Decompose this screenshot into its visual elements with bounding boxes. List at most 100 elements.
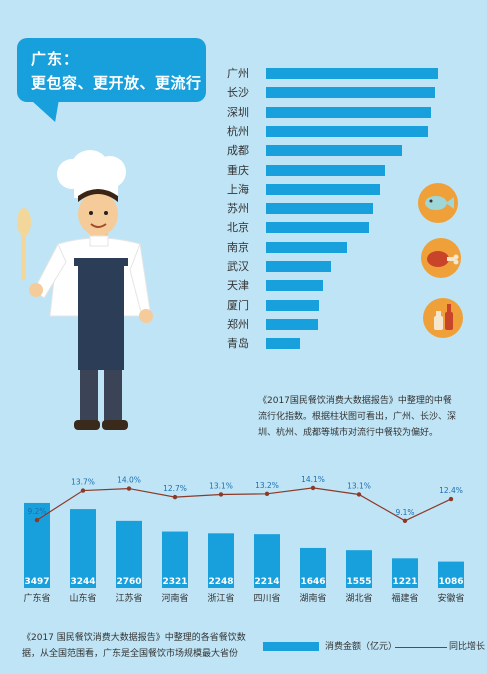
growth-point bbox=[80, 488, 86, 493]
city-label: 长沙 bbox=[227, 86, 249, 100]
fish-icon bbox=[418, 183, 458, 223]
category-label: 湖北省 bbox=[345, 592, 372, 604]
city-label: 苏州 bbox=[227, 202, 249, 216]
city-bar bbox=[266, 164, 385, 176]
bar-value-label: 3497 bbox=[24, 577, 49, 587]
city-bar bbox=[266, 299, 320, 311]
bar-value-label: 1555 bbox=[346, 577, 371, 587]
growth-line bbox=[36, 487, 452, 522]
city-bar bbox=[266, 87, 435, 99]
city-row: 厦门 bbox=[0, 296, 487, 315]
bar-value-label: 3244 bbox=[70, 577, 95, 587]
province-bar bbox=[300, 547, 326, 588]
growth-label: 13.1% bbox=[347, 481, 371, 490]
city-label: 厦门 bbox=[227, 298, 249, 312]
province-chart-note: 《2017 国民餐饮消费大数据报告》中整理的各省餐饮数据，从全国范围看，广东是全… bbox=[22, 633, 246, 659]
growth-point bbox=[126, 486, 132, 491]
drumstick-icon bbox=[421, 238, 461, 278]
city-row: 长沙 bbox=[0, 83, 487, 102]
growth-label: 9.1% bbox=[395, 508, 414, 517]
category-label: 四川省 bbox=[253, 592, 280, 604]
bubble-subtitle: 更包容、更开放、更流行 bbox=[31, 74, 202, 92]
province-bar bbox=[116, 520, 142, 588]
growth-point bbox=[172, 494, 178, 500]
growth-point bbox=[34, 517, 40, 523]
bar-value-label: 2248 bbox=[208, 577, 233, 587]
city-label: 郑州 bbox=[227, 317, 249, 331]
growth-label: 12.4% bbox=[439, 486, 463, 495]
city-label: 天津 bbox=[227, 279, 249, 293]
bar-value-label: 1086 bbox=[438, 577, 463, 587]
city-row: 深圳 bbox=[0, 103, 487, 122]
province-bar bbox=[254, 534, 280, 588]
city-bar bbox=[266, 203, 373, 215]
category-label: 浙江省 bbox=[207, 592, 234, 604]
speech-bubble: 广东： 更包容、更开放、更流行 bbox=[17, 38, 206, 102]
city-label: 南京 bbox=[227, 240, 249, 254]
bar-value-label: 1646 bbox=[300, 577, 325, 587]
category-label: 江苏省 bbox=[115, 592, 142, 604]
bottles-icon bbox=[423, 298, 463, 338]
city-label: 成都 bbox=[227, 144, 249, 158]
bar-value-label: 2760 bbox=[116, 577, 141, 587]
growth-label: 13.1% bbox=[209, 481, 233, 490]
legend-bar-label: 消费金额（亿元） bbox=[325, 642, 398, 652]
city-chart-note: 《2017国民餐饮消费大数据报告》中整理的中餐流行化指数。根据柱状图可看出，广州… bbox=[258, 396, 457, 438]
growth-point bbox=[310, 485, 316, 491]
city-row: 北京 bbox=[0, 218, 487, 237]
growth-point bbox=[402, 518, 408, 523]
city-bar bbox=[266, 261, 332, 272]
category-label: 河南省 bbox=[161, 592, 188, 604]
city-bar bbox=[266, 106, 432, 118]
province-bar bbox=[346, 550, 372, 588]
growth-point bbox=[264, 491, 270, 497]
city-row: 重庆 bbox=[0, 161, 487, 180]
city-bar bbox=[266, 318, 318, 330]
category-label: 湖南省 bbox=[299, 592, 326, 604]
growth-label: 14.1% bbox=[301, 475, 325, 484]
city-label: 杭州 bbox=[227, 124, 249, 138]
city-row: 广州 bbox=[0, 64, 487, 83]
bar-value-label: 1221 bbox=[392, 577, 417, 587]
growth-point bbox=[356, 492, 362, 497]
city-row: 成都 bbox=[0, 141, 487, 160]
province-bar bbox=[392, 558, 418, 588]
spoon-icon bbox=[17, 208, 31, 280]
city-label: 重庆 bbox=[227, 163, 249, 177]
city-row: 郑州 bbox=[0, 315, 487, 334]
city-row: 南京 bbox=[0, 238, 487, 257]
city-label: 深圳 bbox=[227, 105, 249, 119]
city-bar bbox=[266, 68, 438, 79]
bubble-title: 广东： bbox=[31, 50, 80, 68]
city-row: 武汉 bbox=[0, 257, 487, 276]
city-row: 苏州 bbox=[0, 199, 487, 218]
city-row: 青岛 bbox=[0, 334, 487, 353]
category-label: 安徽省 bbox=[437, 592, 464, 604]
city-label: 上海 bbox=[227, 182, 249, 196]
growth-point bbox=[448, 496, 454, 502]
city-bar bbox=[266, 222, 370, 234]
chef-illustration bbox=[17, 150, 153, 430]
bar-value-label: 2321 bbox=[162, 577, 187, 587]
city-label: 武汉 bbox=[227, 260, 249, 273]
growth-point bbox=[218, 492, 224, 497]
city-row: 上海 bbox=[0, 180, 487, 199]
province-bar bbox=[208, 533, 234, 588]
city-label: 北京 bbox=[227, 221, 249, 235]
province-bar bbox=[70, 509, 96, 588]
legend-line-label: 同比增长 bbox=[449, 642, 486, 652]
city-bar bbox=[266, 241, 347, 253]
growth-label: 13.2% bbox=[255, 481, 279, 490]
city-bar bbox=[266, 338, 301, 350]
province-bar bbox=[24, 502, 50, 588]
bar-value-label: 2214 bbox=[254, 577, 279, 587]
legend-line-swatch bbox=[395, 647, 447, 648]
city-label: 青岛 bbox=[227, 337, 249, 351]
growth-label: 13.7% bbox=[71, 478, 95, 487]
growth-label: 9.2% bbox=[27, 507, 46, 516]
city-bar bbox=[266, 183, 380, 195]
growth-label: 12.7% bbox=[163, 484, 187, 493]
province-bar bbox=[162, 531, 188, 588]
province-bar bbox=[438, 561, 464, 588]
province-combo-chart: 3497 广东省 3244 山东省 2760 江苏省 2321 河南省 2248 浙江省 2214 四… bbox=[23, 475, 464, 604]
